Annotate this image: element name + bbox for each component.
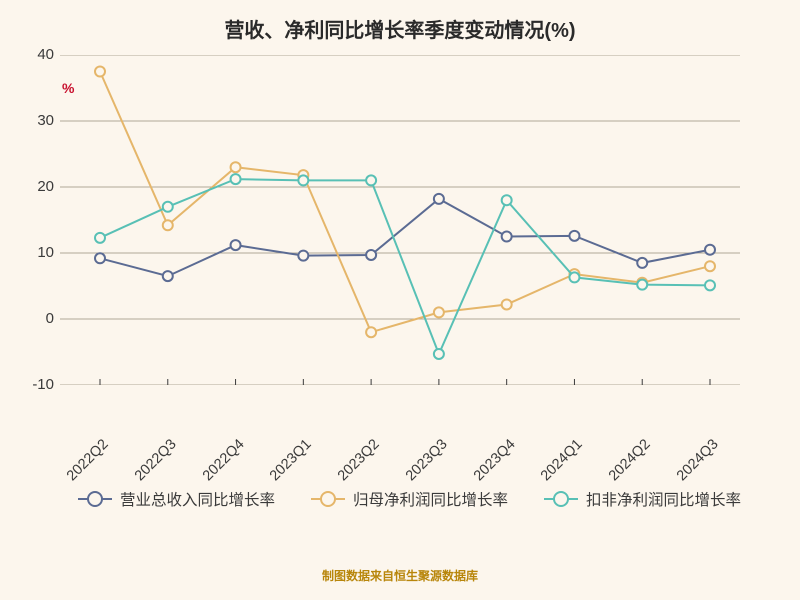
footer-note: 制图数据来自恒生聚源数据库	[0, 567, 800, 584]
legend-label: 归母净利润同比增长率	[353, 488, 508, 510]
y-tick-label: 30	[4, 112, 54, 129]
x-tick-label: 2023Q2	[329, 436, 383, 490]
legend-label: 营业总收入同比增长率	[120, 488, 275, 510]
x-tick-label: 2024Q1	[532, 436, 586, 490]
legend-item: 扣非净利润同比增长率	[544, 488, 741, 510]
legend-swatch	[78, 498, 112, 500]
x-tick-label: 2022Q3	[126, 436, 180, 490]
y-tick-label: 0	[4, 310, 54, 327]
legend-swatch	[544, 498, 578, 500]
y-tick-label: 10	[4, 244, 54, 261]
y-tick-label: -10	[4, 376, 54, 393]
x-tick-label: 2024Q3	[668, 436, 722, 490]
x-axis-labels: 2022Q22022Q32022Q42023Q12023Q22023Q32023…	[0, 396, 800, 486]
y-tick-label: 20	[4, 178, 54, 195]
x-tick-label: 2023Q4	[465, 436, 519, 490]
legend-swatch	[311, 498, 345, 500]
chart-title: 营收、净利同比增长率季度变动情况(%)	[0, 14, 800, 43]
x-tick-label: 2022Q2	[58, 436, 112, 490]
x-tick-label: 2022Q4	[193, 436, 247, 490]
x-tick-label: 2024Q2	[600, 436, 654, 490]
x-tick-label: 2023Q3	[397, 436, 451, 490]
y-tick-label: 40	[4, 46, 54, 63]
line-chart	[60, 55, 740, 385]
legend: 营业总收入同比增长率 归母净利润同比增长率 扣非净利润同比增长率	[78, 488, 778, 510]
legend-label: 扣非净利润同比增长率	[586, 488, 741, 510]
legend-item: 营业总收入同比增长率	[78, 488, 275, 510]
x-tick-label: 2023Q1	[261, 436, 315, 490]
legend-item: 归母净利润同比增长率	[311, 488, 508, 510]
